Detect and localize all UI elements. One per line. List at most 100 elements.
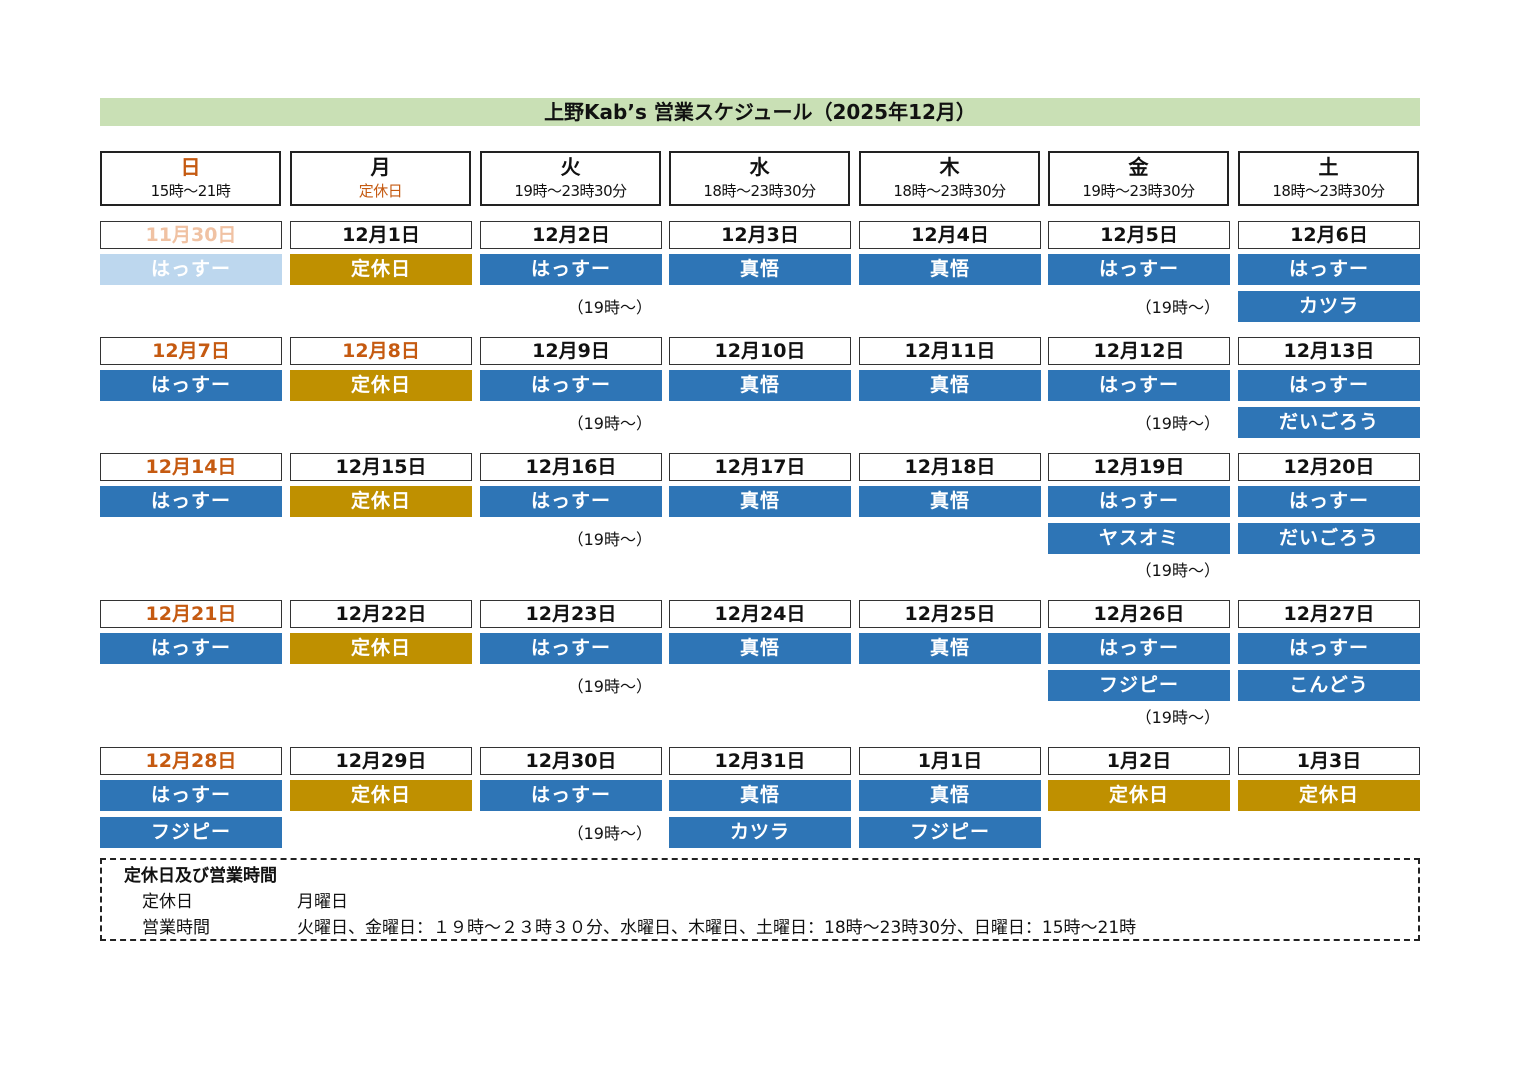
weekday-name: 金 [1128,155,1149,179]
shift-time-note: （19時〜） [1135,561,1220,580]
weekday-header: 木 18時〜23時30分 [859,151,1040,206]
day-date: 12月6日 [1238,221,1420,249]
weekday-name: 日 [180,155,201,179]
staff-shift-bar: カツラ [1238,291,1420,322]
day-date: 12月31日 [669,747,851,775]
staff-shift-bar: はっすー [100,633,282,664]
day-date: 12月15日 [290,453,472,481]
staff-shift-bar: 真悟 [669,486,851,517]
day-date: 12月25日 [859,600,1041,628]
staff-shift-bar: だいごろう [1238,407,1420,438]
staff-shift-bar: はっすー [1238,254,1420,285]
closed-day-bar: 定休日 [290,486,472,517]
weekday-header: 水 18時〜23時30分 [669,151,850,206]
weekday-name: 土 [1318,155,1339,179]
shift-time-note: （19時〜） [567,414,652,433]
day-date: 12月4日 [859,221,1041,249]
staff-shift-bar: はっすー [1048,633,1230,664]
staff-shift-bar: 真悟 [859,370,1041,401]
legend-hours-label: 営業時間 [142,918,210,938]
staff-shift-bar: はっすー [1238,486,1420,517]
day-date: 12月29日 [290,747,472,775]
day-date: 12月18日 [859,453,1041,481]
weekday-header: 土 18時〜23時30分 [1238,151,1419,206]
staff-shift-bar: はっすー [1238,370,1420,401]
weekday-hours: 15時〜21時 [150,182,231,200]
day-date: 12月14日 [100,453,282,481]
day-date: 12月21日 [100,600,282,628]
staff-shift-bar: はっすー [1048,370,1230,401]
staff-shift-bar: フジピー [859,817,1041,848]
weekday-header: 月定休日 [290,151,471,206]
shift-time-note: （19時〜） [1135,298,1220,317]
shift-time-note: （19時〜） [567,298,652,317]
staff-shift-bar: はっすー [100,780,282,811]
day-date: 12月12日 [1048,337,1230,365]
staff-shift-bar: 真悟 [859,780,1041,811]
staff-shift-bar: はっすー [480,633,662,664]
day-date: 1月2日 [1048,747,1230,775]
day-date: 12月17日 [669,453,851,481]
weekday-hours: 18時〜23時30分 [1272,182,1385,200]
closed-day-bar: 定休日 [290,370,472,401]
shift-time-note: （19時〜） [1135,708,1220,727]
day-date: 12月16日 [480,453,662,481]
closed-day-bar: 定休日 [290,254,472,285]
day-date: 12月11日 [859,337,1041,365]
closed-day-bar: 定休日 [1048,780,1230,811]
day-date: 12月19日 [1048,453,1230,481]
shift-time-note: （19時〜） [1135,414,1220,433]
staff-shift-bar: こんどう [1238,670,1420,701]
legend-closed-value: 月曜日 [297,892,348,912]
weekday-header: 金 19時〜23時30分 [1048,151,1229,206]
schedule-title: 上野Kab’s 営業スケジュール（2025年12月） [100,98,1420,126]
day-date: 12月13日 [1238,337,1420,365]
closed-day-bar: 定休日 [290,633,472,664]
weekday-name: 月 [370,155,391,179]
staff-shift-bar: フジピー [100,817,282,848]
staff-shift-bar: フジピー [1048,670,1230,701]
day-date: 12月30日 [480,747,662,775]
staff-shift-bar: 真悟 [859,254,1041,285]
day-date: 12月3日 [669,221,851,249]
weekday-name: 火 [560,155,581,179]
staff-shift-bar: はっすー [480,254,662,285]
weekday-header: 火 19時〜23時30分 [480,151,661,206]
staff-shift-bar: はっすー [100,254,282,285]
staff-shift-bar: はっすー [1238,633,1420,664]
staff-shift-bar: はっすー [1048,486,1230,517]
day-date: 12月9日 [480,337,662,365]
weekday-name: 水 [749,155,770,179]
staff-shift-bar: 真悟 [859,633,1041,664]
day-date: 12月1日 [290,221,472,249]
staff-shift-bar: 真悟 [669,254,851,285]
staff-shift-bar: はっすー [480,370,662,401]
staff-shift-bar: はっすー [480,486,662,517]
shift-time-note: （19時〜） [567,824,652,843]
day-date: 12月24日 [669,600,851,628]
legend-hours-value: 火曜日、金曜日：１９時〜２３時３０分、水曜日、木曜日、土曜日：18時〜23時30… [297,918,1137,938]
day-date: 12月27日 [1238,600,1420,628]
staff-shift-bar: カツラ [669,817,851,848]
day-date: 12月23日 [480,600,662,628]
staff-shift-bar: 真悟 [859,486,1041,517]
staff-shift-bar: だいごろう [1238,523,1420,554]
staff-shift-bar: はっすー [100,486,282,517]
staff-shift-bar: はっすー [480,780,662,811]
weekday-hours: 19時〜23時30分 [514,182,627,200]
weekday-header: 日 15時〜21時 [100,151,281,206]
weekday-name: 木 [939,155,960,179]
staff-shift-bar: 真悟 [669,370,851,401]
day-date: 12月7日 [100,337,282,365]
staff-shift-bar: ヤスオミ [1048,523,1230,554]
day-date: 12月26日 [1048,600,1230,628]
closed-day-bar: 定休日 [290,780,472,811]
day-date: 12月22日 [290,600,472,628]
staff-shift-bar: はっすー [100,370,282,401]
day-date: 12月10日 [669,337,851,365]
weekday-hours: 18時〜23時30分 [893,182,1006,200]
legend-title: 定休日及び営業時間 [124,866,277,886]
day-date: 11月30日 [100,221,282,249]
day-date: 12月28日 [100,747,282,775]
legend-box: 定休日及び営業時間 定休日 月曜日 営業時間 火曜日、金曜日：１９時〜２３時３０… [100,858,1420,941]
